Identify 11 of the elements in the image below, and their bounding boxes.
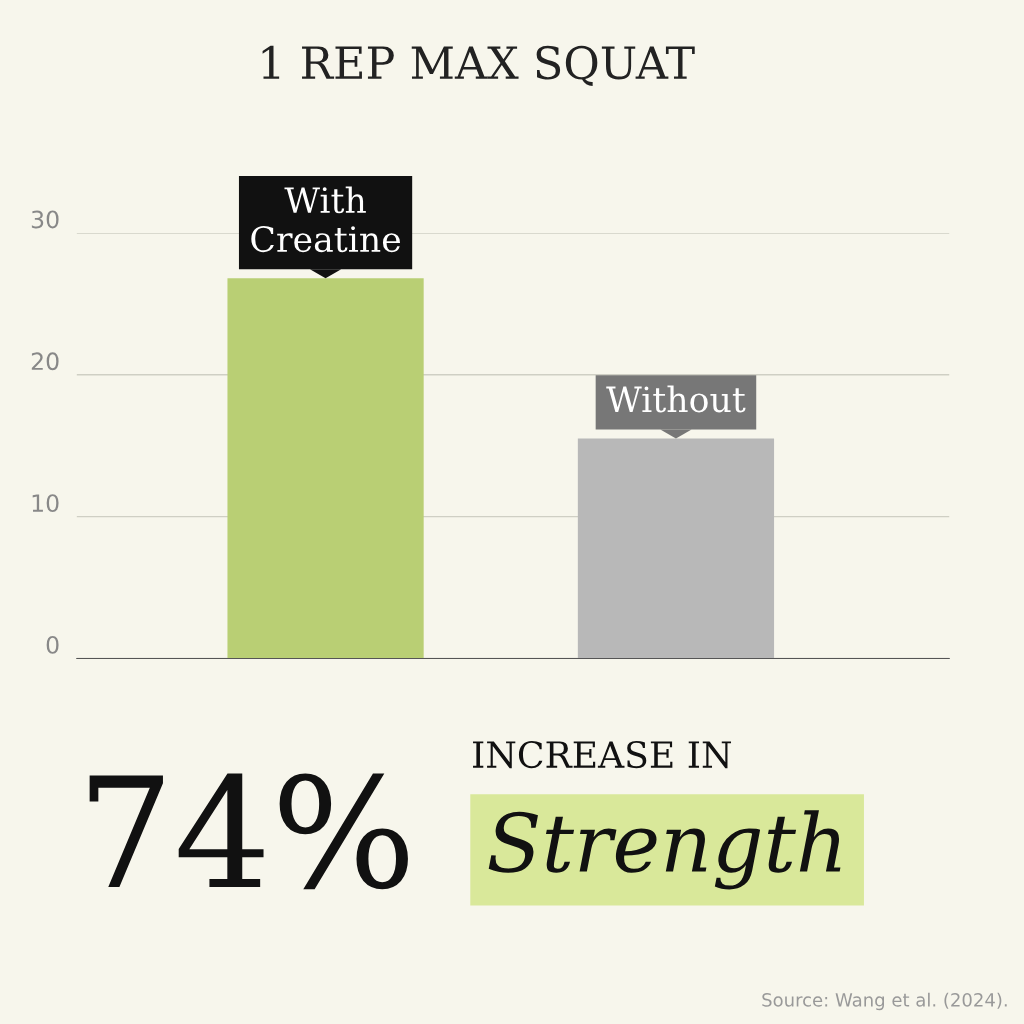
text: Strength <box>488 810 841 890</box>
chart-title: 1 REP MAX SQUAT <box>262 45 695 86</box>
y-tick-label: 10 <box>32 494 59 513</box>
y-tick-label: 20 <box>31 352 59 371</box>
y-tick-label: 30 <box>31 210 59 229</box>
text: 74% <box>89 773 408 890</box>
x-tick-label: With Creatine <box>251 186 401 253</box>
text: INCREASE IN <box>473 740 732 769</box>
y-tick-label: 0 <box>46 636 59 654</box>
x-tick-label: Without <box>606 385 746 413</box>
source-note: Source: Wang et al. (2024). <box>762 992 1007 1011</box>
